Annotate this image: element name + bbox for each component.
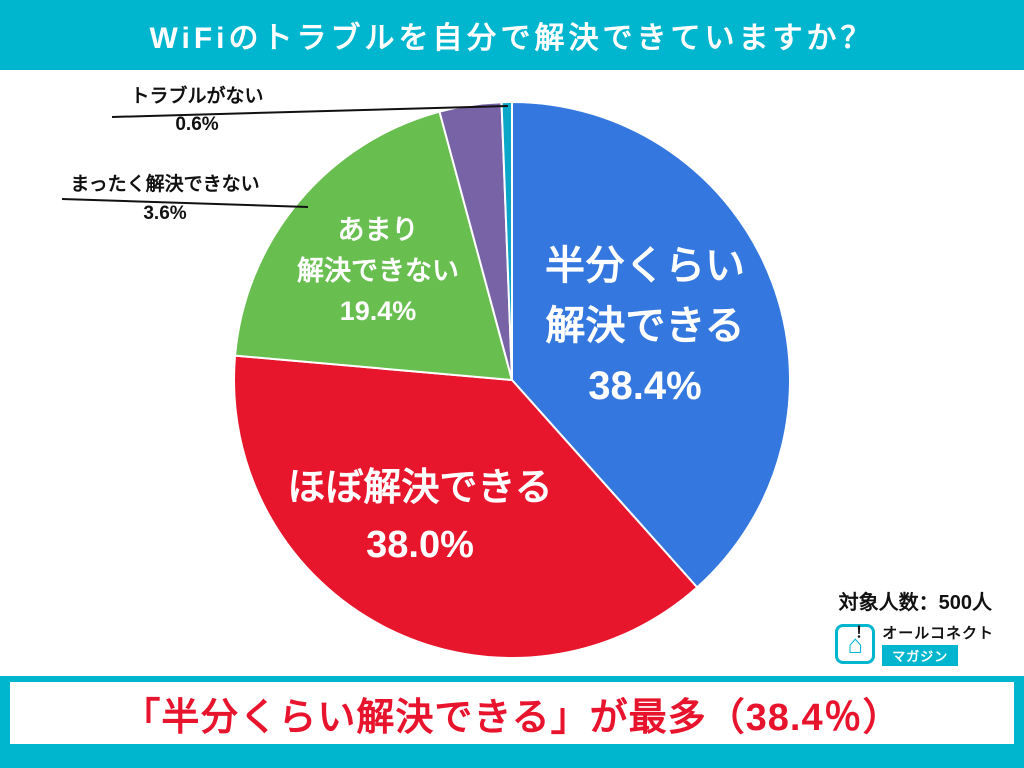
brand-name: オールコネクト — [882, 625, 994, 642]
headline-band: 「半分くらい解決できる」が最多（38.4％） — [10, 682, 1014, 744]
sample-size-label: 対象人数：500人 — [838, 592, 992, 614]
brand-logo-text: オールコネクト マガジン — [882, 622, 994, 666]
exclamation-icon: ！ — [855, 624, 871, 641]
house-icon: ⌂ ！ — [835, 624, 876, 664]
header-band: WiFiのトラブルを自分で解決できていますか？ — [0, 0, 1024, 70]
house-glyph: ⌂ — [847, 629, 864, 659]
brand-sub-name: マガジン — [882, 645, 959, 666]
page-title: WiFiのトラブルを自分で解決できていますか？ — [149, 22, 875, 55]
brand-logo: ⌂ ！ オールコネクト マガジン — [835, 622, 994, 666]
headline-text: 「半分くらい解決できる」が最多（38.4％） — [122, 696, 902, 739]
